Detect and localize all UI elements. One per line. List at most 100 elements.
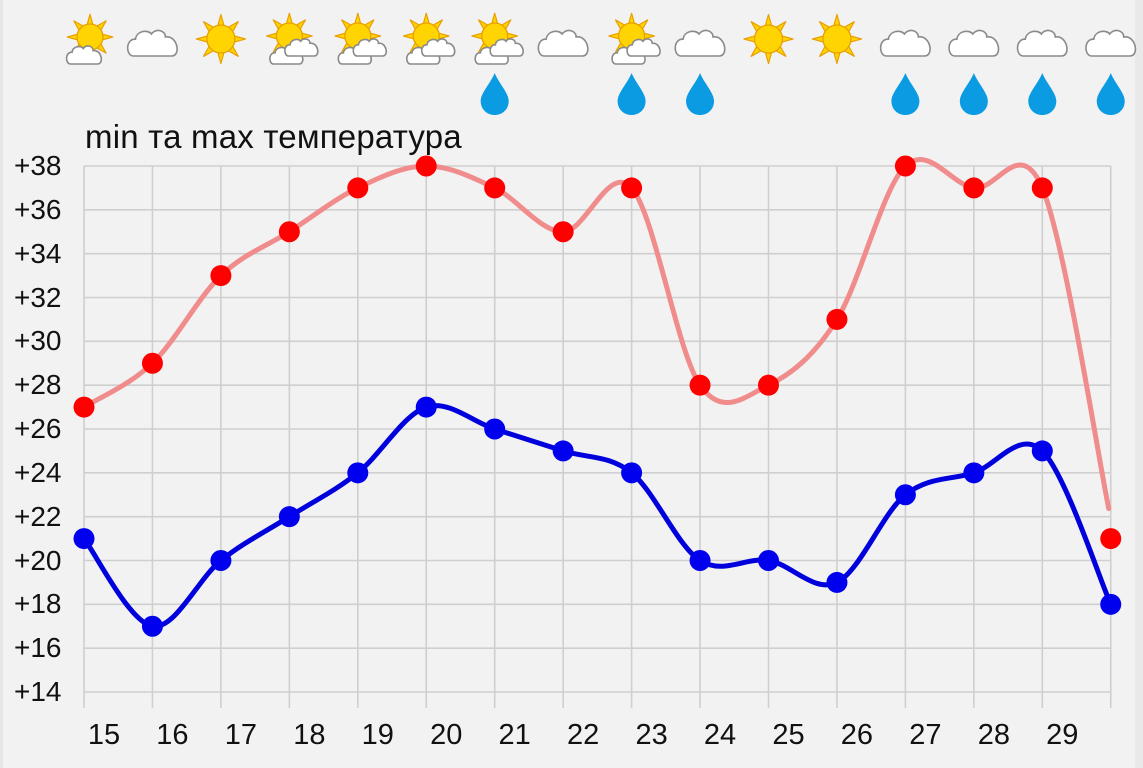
max-temperature-point[interactable] [826, 308, 848, 330]
max-temperature-point[interactable] [73, 396, 95, 418]
sun-with-clouds-icon [266, 12, 319, 65]
y-tick-label: +26 [14, 413, 62, 444]
x-tick-label: 21 [498, 719, 531, 751]
cloud-shape [1085, 29, 1137, 57]
min-temperature-point[interactable] [73, 528, 95, 550]
x-tick-label: 15 [87, 719, 121, 751]
min-temperature-point[interactable] [552, 440, 574, 462]
y-tick-label: +38 [14, 150, 62, 181]
left-border [0, 0, 3, 768]
cloud-shape [674, 29, 726, 57]
cloud-shape [626, 38, 661, 57]
min-temperature-point[interactable] [963, 462, 985, 484]
min-temperature-point[interactable] [278, 506, 300, 528]
rain-drop-icon [959, 73, 988, 115]
cloud-shape [948, 29, 1000, 57]
scrollbar-track[interactable] [1135, 0, 1143, 768]
partly-cloudy-icon [65, 13, 114, 65]
cloudy-icon [674, 29, 726, 115]
min-temperature-point[interactable] [484, 418, 506, 440]
min-temperature-point[interactable] [210, 550, 232, 571]
rain-drop-icon [617, 73, 646, 115]
max-temperature-point[interactable] [1100, 528, 1122, 550]
min-temperature-point[interactable] [1031, 440, 1053, 462]
x-tick-label: 25 [772, 719, 805, 751]
x-tick-label: 22 [567, 719, 600, 751]
sun-with-clouds-icon [334, 12, 388, 65]
chart-title: min та max температура [85, 118, 462, 155]
y-tick-label: +36 [14, 193, 62, 225]
x-tick-label: 17 [224, 719, 258, 751]
cloud-shape [489, 38, 524, 57]
cloudy-icon [537, 29, 589, 57]
max-temperature-point[interactable] [552, 221, 574, 243]
cloud-shape [352, 38, 388, 57]
sunny-icon [811, 13, 863, 65]
max-temperature-point[interactable] [210, 265, 232, 287]
sun-with-clouds-icon [608, 12, 661, 115]
cloud-shape [126, 29, 178, 57]
max-temperature-point[interactable] [415, 155, 437, 177]
cloud-shape [879, 29, 931, 57]
y-tick-label: +24 [14, 456, 62, 488]
min-temperature-point[interactable] [758, 550, 779, 571]
rain-drop-icon [686, 73, 715, 115]
chart-grid [83, 165, 1112, 708]
x-tick-label: 18 [293, 719, 326, 751]
y-tick-label: +14 [14, 676, 62, 707]
min-temperature-point[interactable] [621, 462, 643, 484]
chart-series [73, 155, 1122, 637]
y-tick-label: +32 [14, 281, 62, 313]
min-temperature-line [81, 403, 1114, 629]
min-temperature-point[interactable] [141, 615, 163, 637]
max-temperature-point[interactable] [894, 155, 916, 177]
y-tick-label: +34 [14, 237, 62, 269]
cloudy-icon [948, 29, 1000, 115]
cloud-shape [65, 45, 103, 65]
max-temperature-point[interactable] [141, 352, 163, 374]
x-tick-label: 16 [156, 719, 189, 751]
max-temperature-point[interactable] [963, 177, 985, 199]
min-temperature-point[interactable] [689, 550, 711, 571]
rain-drop-icon [1028, 73, 1057, 115]
rain-drop-icon [891, 73, 920, 115]
min-temperature-point[interactable] [894, 484, 916, 506]
max-temperature-point[interactable] [758, 374, 779, 396]
min-temperature-point[interactable] [1100, 593, 1122, 615]
cloudy-icon [126, 29, 178, 57]
x-tick-label: 24 [703, 719, 737, 751]
cloudy-icon [1016, 29, 1068, 115]
x-tick-label: 23 [635, 719, 668, 751]
cloudy-icon [879, 29, 931, 115]
min-temperature-point[interactable] [347, 462, 369, 484]
x-tick-label: 29 [1046, 719, 1079, 751]
x-tick-label: 20 [430, 719, 463, 751]
sun-with-clouds-icon [471, 12, 524, 115]
cloudy-icon [1085, 29, 1137, 115]
min-temperature-point[interactable] [826, 571, 848, 593]
cloud-shape [1016, 29, 1068, 57]
y-tick-label: +18 [14, 588, 62, 620]
y-tick-label: +16 [14, 632, 62, 664]
sun-with-clouds-icon [402, 12, 456, 65]
max-temperature-point[interactable] [347, 177, 369, 199]
y-tick-label: +20 [14, 544, 62, 576]
x-tick-label: 28 [977, 719, 1010, 751]
y-tick-label: +30 [14, 325, 62, 357]
y-tick-label: +22 [14, 500, 62, 532]
min-temperature-point[interactable] [415, 396, 437, 418]
max-temperature-point[interactable] [689, 374, 711, 396]
cloud-shape [420, 38, 456, 57]
cloud-shape [284, 38, 319, 57]
y-tick-label: +28 [14, 369, 62, 401]
rain-drop-icon [1096, 73, 1125, 115]
sunny-icon [743, 13, 794, 65]
max-temperature-point[interactable] [1031, 177, 1053, 199]
max-temperature-point[interactable] [484, 177, 506, 199]
max-temperature-point[interactable] [278, 221, 300, 243]
x-tick-label: 19 [361, 719, 394, 751]
cloud-shape [537, 29, 589, 57]
max-temperature-point[interactable] [621, 177, 643, 199]
weather-icons-row [65, 12, 1137, 115]
